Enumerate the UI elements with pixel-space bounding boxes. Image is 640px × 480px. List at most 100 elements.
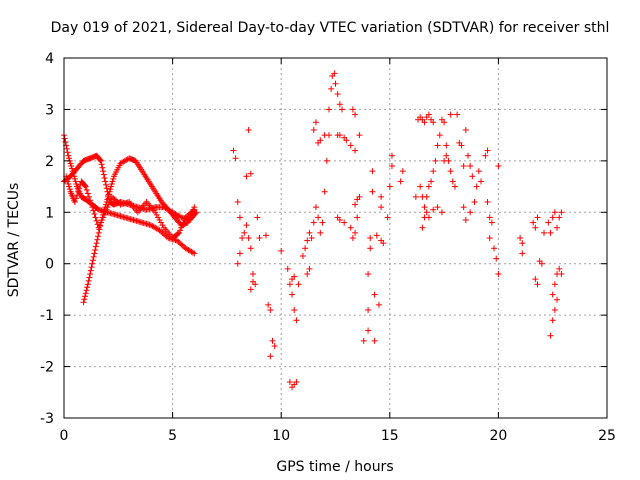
data-point: [310, 127, 317, 133]
data-point: [100, 171, 107, 178]
data-point: [152, 209, 159, 216]
data-point: [312, 119, 319, 126]
data-point: [71, 175, 78, 182]
data-point: [530, 219, 537, 226]
data-point: [467, 209, 474, 216]
data-point: [558, 209, 565, 216]
data-point: [247, 170, 254, 177]
data-point: [378, 204, 385, 211]
data-point: [102, 209, 109, 216]
data-point: [267, 353, 274, 360]
data-point: [72, 195, 79, 202]
data-point: [97, 157, 104, 164]
data-point: [441, 119, 448, 126]
data-point: [286, 379, 293, 385]
x-tick-label: 5: [168, 428, 177, 444]
data-point: [192, 210, 199, 217]
data-point: [66, 183, 73, 190]
data-point: [64, 149, 71, 156]
data-point: [352, 111, 359, 118]
data-point: [334, 91, 341, 97]
data-point: [100, 168, 107, 175]
data-point: [230, 147, 237, 154]
data-point: [178, 224, 185, 231]
data-point: [111, 196, 118, 203]
data-point: [460, 204, 467, 211]
data-point: [336, 132, 343, 139]
data-point: [302, 245, 309, 252]
data-point: [82, 290, 89, 297]
data-point: [321, 188, 328, 195]
data-point: [65, 181, 72, 187]
data-point: [484, 147, 491, 154]
data-point: [473, 183, 480, 190]
data-point: [106, 188, 113, 195]
y-tick-label: 2: [45, 154, 54, 170]
data-point: [386, 183, 393, 190]
data-point: [162, 232, 169, 239]
data-point: [61, 135, 68, 142]
data-point: [317, 229, 324, 236]
data-point: [434, 142, 441, 149]
data-point: [99, 164, 106, 171]
data-point: [388, 163, 395, 169]
data-point: [63, 145, 70, 152]
data-point: [101, 211, 108, 218]
data-point: [84, 190, 91, 197]
data-point: [76, 185, 83, 192]
data-points: [61, 70, 565, 391]
data-point: [91, 250, 98, 257]
chart-title: Day 019 of 2021, Sidereal Day-to-day VTE…: [51, 20, 610, 36]
data-point: [232, 155, 239, 162]
data-point: [94, 205, 101, 212]
data-point: [95, 233, 102, 240]
data-point: [103, 206, 110, 213]
data-point: [349, 106, 356, 113]
data-point: [73, 181, 80, 187]
data-point: [371, 337, 378, 344]
data-point: [62, 139, 69, 145]
data-point: [94, 236, 101, 243]
data-point: [81, 296, 88, 303]
data-point: [412, 193, 419, 200]
data-point: [323, 157, 330, 164]
data-point: [428, 178, 435, 185]
data-point: [558, 271, 565, 277]
data-point: [241, 229, 248, 236]
data-point: [80, 299, 87, 306]
data-point: [467, 163, 474, 169]
data-point: [447, 111, 454, 118]
data-point: [397, 178, 404, 185]
data-point: [243, 222, 250, 229]
data-point: [102, 178, 109, 185]
data-point: [341, 219, 348, 226]
data-point: [336, 217, 343, 223]
axis-ticks: -3 -2 -1 0 1 2 3 4 0 5 10 15 20 25: [40, 51, 616, 444]
data-point: [271, 343, 278, 349]
data-point: [262, 232, 269, 239]
data-point: [108, 193, 115, 200]
data-point: [99, 217, 106, 223]
data-point: [108, 183, 115, 190]
y-tick-label: -1: [40, 308, 54, 324]
data-point: [107, 186, 114, 193]
data-point: [367, 245, 374, 252]
data-point: [423, 209, 430, 216]
data-point: [249, 271, 256, 277]
data-point: [399, 168, 406, 175]
data-point: [175, 238, 182, 245]
data-point: [349, 235, 356, 241]
data-point: [95, 229, 102, 236]
data-point: [293, 379, 300, 385]
data-point: [462, 217, 469, 223]
data-point: [93, 217, 100, 224]
data-point: [86, 274, 93, 281]
data-point: [447, 168, 454, 175]
data-point: [434, 204, 441, 211]
data-point: [89, 257, 96, 264]
data-point: [245, 127, 252, 133]
data-point: [554, 296, 561, 303]
data-point: [64, 178, 71, 185]
data-point: [278, 247, 285, 254]
